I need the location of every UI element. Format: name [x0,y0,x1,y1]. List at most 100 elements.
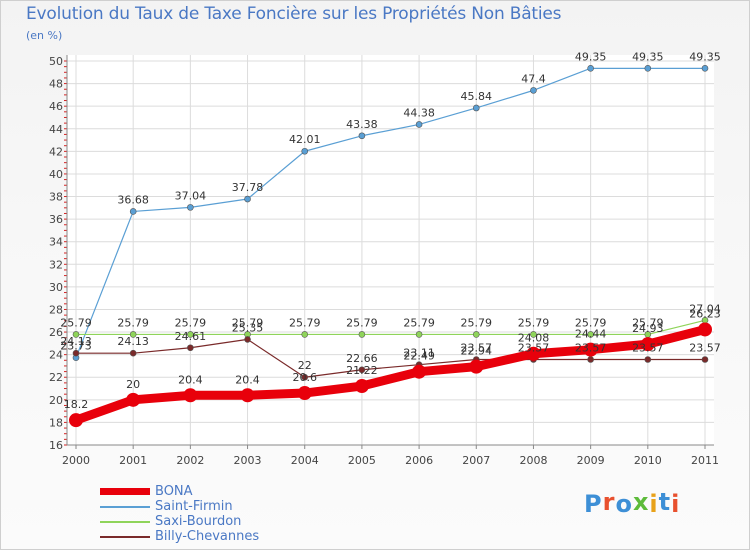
data-point [415,121,423,128]
data-label: 26.23 [689,307,721,320]
legend-label: Billy-Chevannes [155,529,260,544]
data-point [587,331,594,338]
legend-label: Saxi-Bourdon [155,514,242,529]
series-line-saint-firmin [75,67,706,359]
data-point [183,388,198,403]
x-tick-label: 2003 [234,454,262,467]
x-tick-label: 2011 [691,454,719,467]
data-point [358,132,366,140]
y-tick-label: 32 [49,258,63,271]
data-label: 49.35 [632,50,664,63]
data-label: 25.79 [175,316,207,329]
data-point [129,349,137,357]
data-label: 24.13 [60,335,92,348]
data-label: 20.6 [292,371,317,384]
data-point [244,195,251,203]
y-tick-label: 26 [49,326,63,339]
data-label: 25.79 [232,316,264,329]
data-label: 37.04 [175,189,207,202]
data-point [698,322,712,337]
x-tick-label: 2000 [62,454,90,467]
data-label: 25.79 [117,316,149,329]
data-point [297,386,312,401]
data-label: 23.57 [689,342,721,355]
data-label: 20 [126,378,140,391]
data-label: 44.38 [403,106,435,119]
y-tick-label: 18 [49,416,63,429]
plot-area [67,55,714,445]
data-point [644,356,652,363]
data-label: 24.08 [518,332,550,345]
data-label: 22.49 [403,350,435,363]
data-label: 24.13 [117,335,149,348]
y-tick-label: 30 [49,281,63,294]
x-tick-label: 2004 [291,454,319,467]
x-tick-label: 2007 [462,454,490,467]
data-label: 23.57 [575,342,607,355]
series-line-billy-chevannes [75,338,706,378]
y-tick-label: 42 [49,145,63,158]
data-point [644,65,652,72]
y-tick-label: 20 [49,394,63,407]
data-label: 23.57 [461,342,493,355]
data-point [412,364,427,379]
data-point [587,356,594,363]
y-tick-label: 36 [49,213,63,226]
data-label: 36.68 [117,193,149,206]
data-point [583,342,598,357]
data-label: 25.79 [518,316,550,329]
y-tick-label: 48 [49,78,63,91]
data-label: 45.84 [461,90,493,103]
data-label: 22.66 [346,352,378,365]
x-tick-label: 2006 [405,454,433,467]
data-point [129,208,137,215]
y-tick-label: 24 [49,349,63,362]
data-label: 20.4 [235,373,260,386]
data-point [187,204,194,211]
x-tick-label: 2001 [119,454,147,467]
data-point [472,331,480,338]
data-label: 42.01 [289,133,321,146]
data-label: 24.93 [632,322,664,335]
data-label: 23.57 [518,342,550,355]
data-point [415,331,423,338]
data-label: 24.44 [575,328,607,341]
data-point [526,346,541,361]
data-point [587,65,594,72]
data-label: 25.79 [403,316,435,329]
data-point [244,336,251,343]
x-tick-label: 2002 [176,454,204,467]
x-tick-label: 2009 [577,454,605,467]
data-point [358,331,366,338]
data-label: 49.35 [575,50,607,63]
y-tick-label: 50 [49,55,63,68]
data-point [472,104,480,112]
y-tick-label: 28 [49,303,63,316]
data-label: 37.78 [232,181,264,194]
data-label: 24.61 [175,330,207,343]
y-tick-label: 38 [49,191,63,204]
series-line-saxi-bourdon [75,319,706,336]
data-point [240,388,255,403]
data-point [530,87,537,94]
data-label: 25.79 [346,316,378,329]
data-point [469,359,484,374]
y-tick-label: 34 [49,236,63,249]
data-point [187,344,194,352]
data-point [701,65,709,72]
data-label: 25.35 [232,321,264,334]
data-label: 43.38 [346,118,378,131]
data-point [301,147,309,155]
legend-swatch [100,488,150,495]
data-label: 49.35 [689,50,721,63]
data-label: 27.04 [689,302,721,315]
legend-swatch [100,506,150,508]
y-tick-label: 46 [49,100,63,113]
y-tick-label: 22 [49,371,63,384]
data-label: 23.73 [60,340,92,353]
data-point [187,331,194,338]
data-label: 23.57 [632,342,664,355]
data-point [69,413,83,428]
legend-swatch [100,536,150,538]
